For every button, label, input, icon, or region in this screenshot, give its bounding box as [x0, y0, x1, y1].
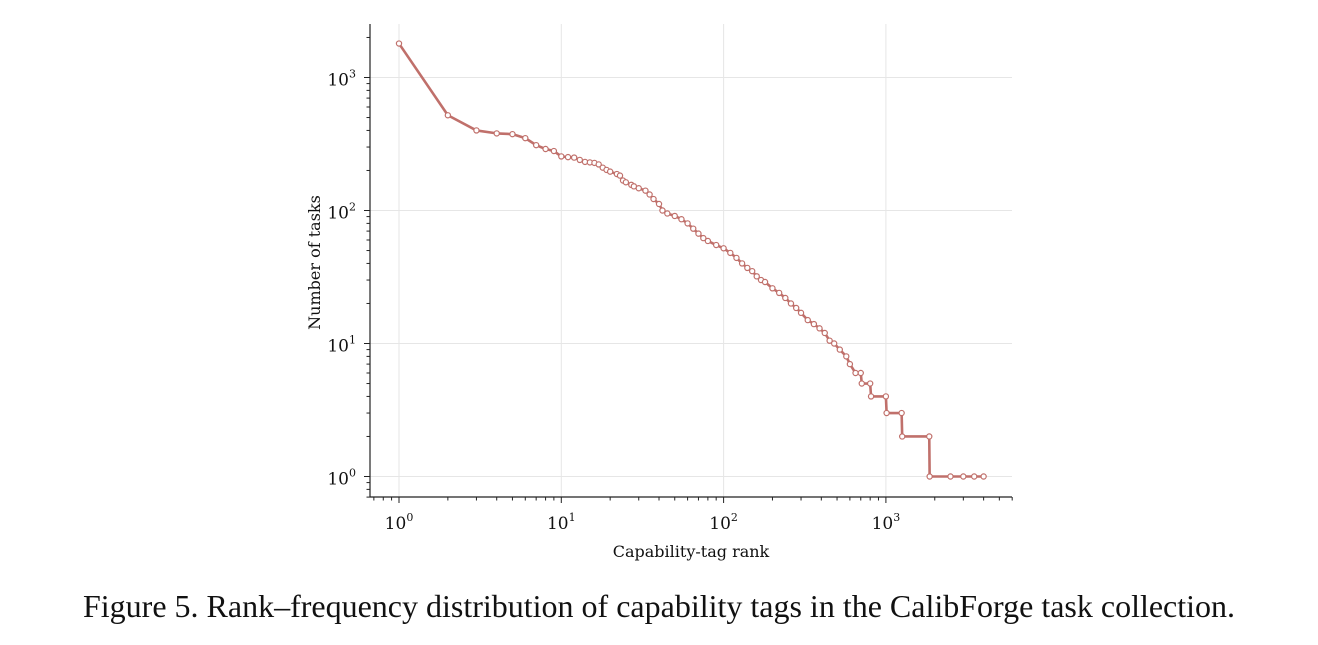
- data-point: [857, 369, 864, 377]
- data-point: [769, 285, 776, 292]
- data-point: [576, 156, 583, 164]
- data-point: [797, 309, 805, 317]
- data-point: [787, 300, 795, 307]
- data-point: [866, 380, 874, 387]
- data-point: [882, 393, 890, 400]
- y-tick-label: 101: [327, 334, 356, 357]
- data-point: [704, 237, 712, 245]
- data-point: [690, 225, 697, 232]
- y-tick-label: 102: [327, 201, 356, 224]
- data-point: [532, 141, 540, 149]
- data-point: [980, 473, 987, 480]
- data-point: [810, 320, 818, 328]
- data-point: [727, 249, 734, 257]
- tick-marks: [364, 36, 1013, 503]
- x-tick-label: 102: [709, 511, 738, 534]
- data-point: [738, 260, 746, 267]
- data-point: [852, 369, 859, 377]
- data-point: [858, 380, 865, 387]
- series: [395, 40, 987, 480]
- data-point: [830, 340, 838, 347]
- x-tick-label: 101: [547, 511, 576, 534]
- axes: [369, 24, 1012, 498]
- data-point: [821, 329, 828, 337]
- data-point: [616, 172, 624, 179]
- x-axis-title: Capability-tag rank: [613, 542, 770, 561]
- y-axis-title: Number of tasks: [305, 195, 324, 330]
- grid: [370, 24, 1012, 497]
- data-point: [898, 433, 906, 440]
- x-tick-label: 103: [872, 511, 901, 534]
- data-point: [655, 200, 663, 208]
- data-point: [720, 245, 727, 252]
- data-point: [671, 212, 678, 220]
- data-point: [646, 191, 653, 198]
- data-point: [971, 473, 978, 480]
- y-tick-label: 103: [327, 68, 356, 91]
- tick-labels: 100 101 102 103 100 101 102 103: [327, 68, 900, 535]
- data-point: [678, 216, 685, 223]
- data-point: [792, 304, 800, 312]
- data-point: [775, 289, 783, 297]
- data-point: [664, 210, 671, 217]
- data-point: [947, 473, 954, 480]
- data-point: [395, 40, 403, 47]
- data-point: [564, 153, 572, 161]
- data-point: [642, 187, 649, 194]
- data-point: [712, 241, 720, 249]
- data-point: [542, 145, 549, 153]
- figure-caption: Figure 5. Rank–frequency distribution of…: [82, 588, 1236, 624]
- data-point: [804, 316, 811, 324]
- data-point: [509, 130, 516, 138]
- data-point: [444, 112, 452, 119]
- data-point: [761, 278, 769, 286]
- x-tick-label: 100: [385, 511, 414, 534]
- data-point: [898, 409, 905, 417]
- data-point: [606, 168, 614, 175]
- data-point: [744, 264, 751, 272]
- data-point: [695, 230, 702, 237]
- data-point: [867, 393, 875, 400]
- data-point: [816, 325, 823, 332]
- rank-frequency-chart: 100 101 102 103 100 101 102 103 Capability-tag …: [305, 24, 1013, 561]
- data-point: [622, 179, 630, 186]
- data-point: [843, 353, 850, 360]
- data-point: [926, 473, 933, 480]
- y-tick-label: 100: [327, 467, 356, 490]
- data-point: [700, 234, 707, 242]
- data-point: [733, 254, 740, 262]
- data-point: [550, 147, 558, 155]
- data-point: [522, 134, 529, 142]
- data-point: [558, 153, 565, 160]
- data-point: [846, 360, 854, 368]
- data-point: [570, 154, 578, 161]
- data-point: [595, 161, 602, 168]
- data-point: [836, 346, 844, 353]
- data-point: [493, 130, 500, 137]
- data-point: [635, 185, 642, 192]
- data-point: [684, 220, 691, 227]
- data-point: [753, 273, 760, 280]
- data-point: [926, 433, 933, 440]
- data-point: [782, 294, 789, 302]
- data-point: [748, 267, 756, 275]
- data-point: [826, 337, 833, 344]
- series-line: [397, 42, 984, 478]
- data-point: [650, 195, 657, 203]
- data-point: [473, 127, 480, 134]
- data-point: [883, 409, 890, 417]
- data-point: [960, 473, 967, 480]
- data-point: [659, 207, 666, 214]
